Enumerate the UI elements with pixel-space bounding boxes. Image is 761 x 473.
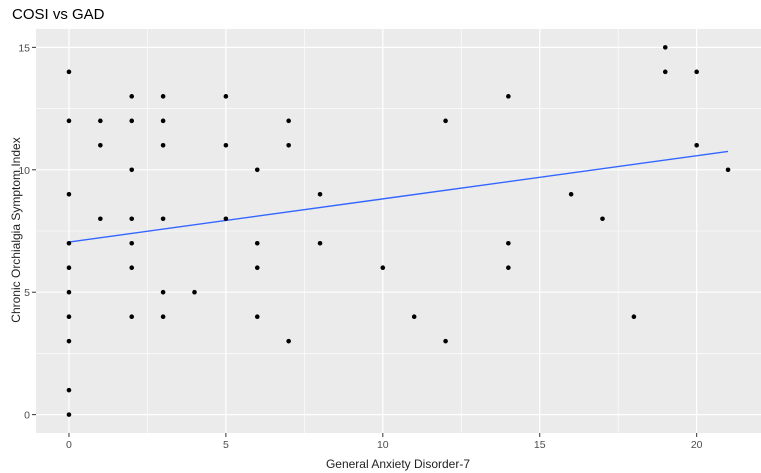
x-tick-label: 5 — [223, 439, 229, 451]
data-point — [662, 69, 668, 75]
data-point — [129, 94, 135, 99]
data-point — [380, 265, 386, 271]
x-axis-title: General Anxiety Disorder-7 — [326, 457, 470, 471]
data-point — [223, 94, 229, 99]
data-point — [192, 289, 197, 295]
axis-ticks: 0 5 10 15 20 0 5 10 15 — [18, 42, 702, 451]
y-tick-label: 0 — [24, 410, 30, 422]
data-point — [160, 289, 166, 295]
x-tick-label: 10 — [377, 439, 389, 451]
data-point — [694, 143, 699, 148]
data-point — [506, 240, 511, 246]
chart-title: COSI vs GAD — [12, 6, 105, 23]
data-point — [66, 387, 72, 393]
data-point — [129, 118, 135, 124]
data-point — [66, 289, 72, 295]
data-point — [600, 216, 605, 222]
y-axis-title: Chronic Orchialgia Symptom Index — [9, 137, 23, 322]
data-point — [662, 45, 668, 50]
data-point — [506, 265, 511, 271]
data-point — [66, 240, 72, 246]
data-point — [506, 94, 511, 99]
data-point — [317, 240, 323, 246]
y-tick-label: 10 — [18, 165, 30, 177]
data-point — [160, 314, 166, 319]
data-points — [66, 45, 731, 417]
data-point — [66, 314, 72, 319]
data-point — [129, 216, 135, 222]
data-point — [286, 338, 291, 344]
data-point — [411, 314, 417, 319]
data-point — [694, 69, 699, 75]
data-point — [254, 167, 260, 173]
y-tick-label: 5 — [24, 287, 30, 299]
data-point — [98, 118, 103, 124]
data-point — [631, 314, 637, 319]
data-point — [66, 265, 72, 271]
data-point — [98, 216, 103, 222]
data-point — [66, 69, 72, 75]
x-tick-label: 0 — [66, 439, 72, 451]
data-point — [568, 191, 574, 197]
data-point — [66, 118, 72, 124]
data-point — [129, 265, 135, 271]
data-point — [98, 143, 103, 148]
trend-line — [68, 150, 729, 243]
data-point — [254, 265, 260, 271]
data-point — [286, 143, 291, 148]
data-point — [129, 314, 135, 319]
data-point — [443, 338, 448, 344]
data-point — [160, 216, 166, 222]
data-point — [725, 167, 731, 173]
data-point — [286, 118, 291, 124]
data-point — [443, 118, 448, 124]
data-point — [129, 167, 135, 173]
data-point — [129, 240, 135, 246]
data-point — [160, 118, 166, 124]
data-point — [317, 191, 323, 197]
data-point — [66, 412, 72, 417]
x-tick-label: 20 — [691, 439, 703, 451]
data-point — [66, 191, 72, 197]
y-tick-label: 15 — [18, 42, 30, 54]
data-point — [66, 338, 72, 344]
data-point — [160, 94, 166, 99]
trend-line-group — [68, 150, 729, 243]
x-tick-label: 15 — [534, 439, 546, 451]
data-point — [223, 143, 229, 148]
data-point — [254, 240, 260, 246]
data-point — [160, 143, 166, 148]
data-point — [254, 314, 260, 319]
data-point — [223, 216, 229, 222]
